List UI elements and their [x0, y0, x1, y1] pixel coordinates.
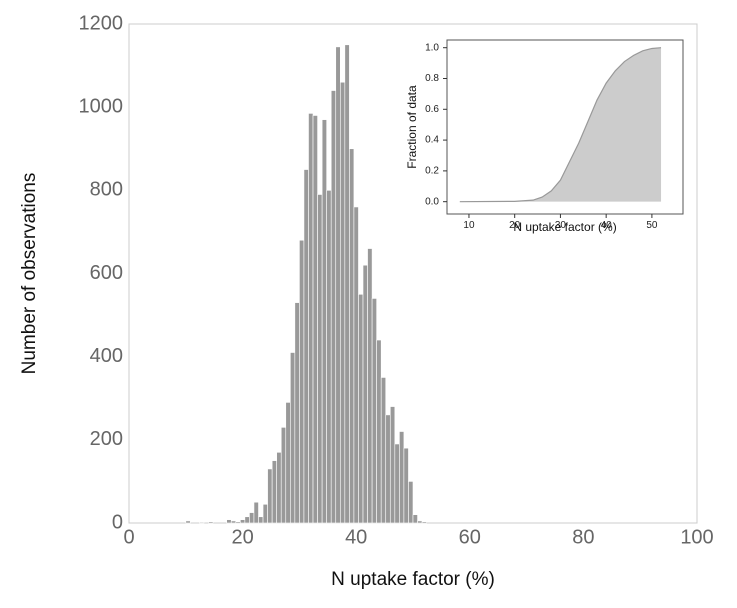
- x-tick-label: 10: [463, 220, 475, 231]
- x-axis-label: N uptake factor (%): [513, 220, 616, 234]
- x-tick-label: 40: [601, 220, 613, 231]
- x-tick-label: 100: [680, 526, 713, 548]
- bar: [408, 481, 414, 524]
- bar: [285, 402, 291, 524]
- bar: [303, 169, 309, 524]
- x-tick-label: 50: [646, 220, 658, 231]
- y-tick-label: 600: [90, 262, 123, 284]
- y-tick-label: 1200: [79, 12, 124, 34]
- bar: [371, 298, 377, 524]
- x-tick-label: 0: [123, 526, 134, 548]
- bar: [244, 516, 250, 524]
- bar: [399, 431, 405, 524]
- bar: [230, 520, 237, 524]
- bar: [208, 521, 214, 524]
- x-tick-label: 60: [459, 526, 481, 548]
- bar: [326, 190, 332, 524]
- bar: [267, 468, 273, 524]
- bar: [290, 352, 296, 524]
- y-tick-label: 1.0: [425, 42, 439, 53]
- y-axis-label: Number of observations: [19, 173, 40, 375]
- bar: [353, 206, 359, 524]
- y-tick-label: 400: [90, 345, 123, 367]
- x-tick-label: 20: [231, 526, 253, 548]
- bar: [421, 521, 427, 524]
- bar: [380, 377, 387, 524]
- y-tick-label: 800: [90, 179, 123, 201]
- bar: [389, 406, 396, 524]
- bar: [294, 302, 300, 524]
- x-tick-label: 80: [572, 526, 594, 548]
- y-tick-label: 0.8: [425, 73, 439, 84]
- bar: [417, 520, 423, 524]
- bar: [349, 148, 355, 524]
- bar: [403, 447, 409, 524]
- bar: [185, 520, 191, 524]
- bar: [335, 46, 341, 524]
- bar: [339, 81, 346, 524]
- bar: [367, 248, 373, 524]
- bar: [321, 119, 327, 524]
- y-tick-label: 1000: [79, 95, 124, 117]
- bar: [253, 501, 259, 524]
- area: [459, 47, 662, 202]
- y-tick-label: 0.0: [425, 196, 439, 207]
- x-tick-label: 20: [509, 220, 521, 231]
- bar: [258, 516, 264, 524]
- x-tick-label: 30: [555, 220, 567, 231]
- bar: [344, 44, 350, 524]
- bar: [280, 427, 287, 524]
- bar: [308, 113, 314, 524]
- bar: [235, 521, 241, 524]
- bar: [276, 452, 282, 524]
- bar: [394, 443, 400, 524]
- bar: [226, 519, 232, 524]
- bar: [362, 264, 368, 524]
- y-tick-label: 0.4: [425, 135, 439, 146]
- bar: [240, 519, 246, 524]
- bar: [249, 512, 255, 524]
- y-tick-label: 0.6: [425, 104, 439, 115]
- x-axis-label: N uptake factor (%): [331, 569, 495, 590]
- bar: [262, 503, 268, 524]
- y-tick-label: 0: [112, 511, 123, 533]
- bar: [330, 90, 337, 524]
- bar: [199, 521, 205, 524]
- x-tick-label: 40: [345, 526, 367, 548]
- bar: [317, 194, 323, 524]
- bar: [358, 293, 364, 524]
- bar: [376, 339, 382, 524]
- line: [459, 47, 662, 203]
- bar: [312, 115, 318, 524]
- y-tick-label: 200: [90, 428, 123, 450]
- bar: [299, 239, 305, 524]
- bar: [412, 514, 418, 524]
- bar: [271, 460, 277, 524]
- y-tick-label: 0.2: [425, 166, 439, 177]
- y-axis-label: Fraction of data: [405, 85, 419, 169]
- bar: [385, 414, 391, 524]
